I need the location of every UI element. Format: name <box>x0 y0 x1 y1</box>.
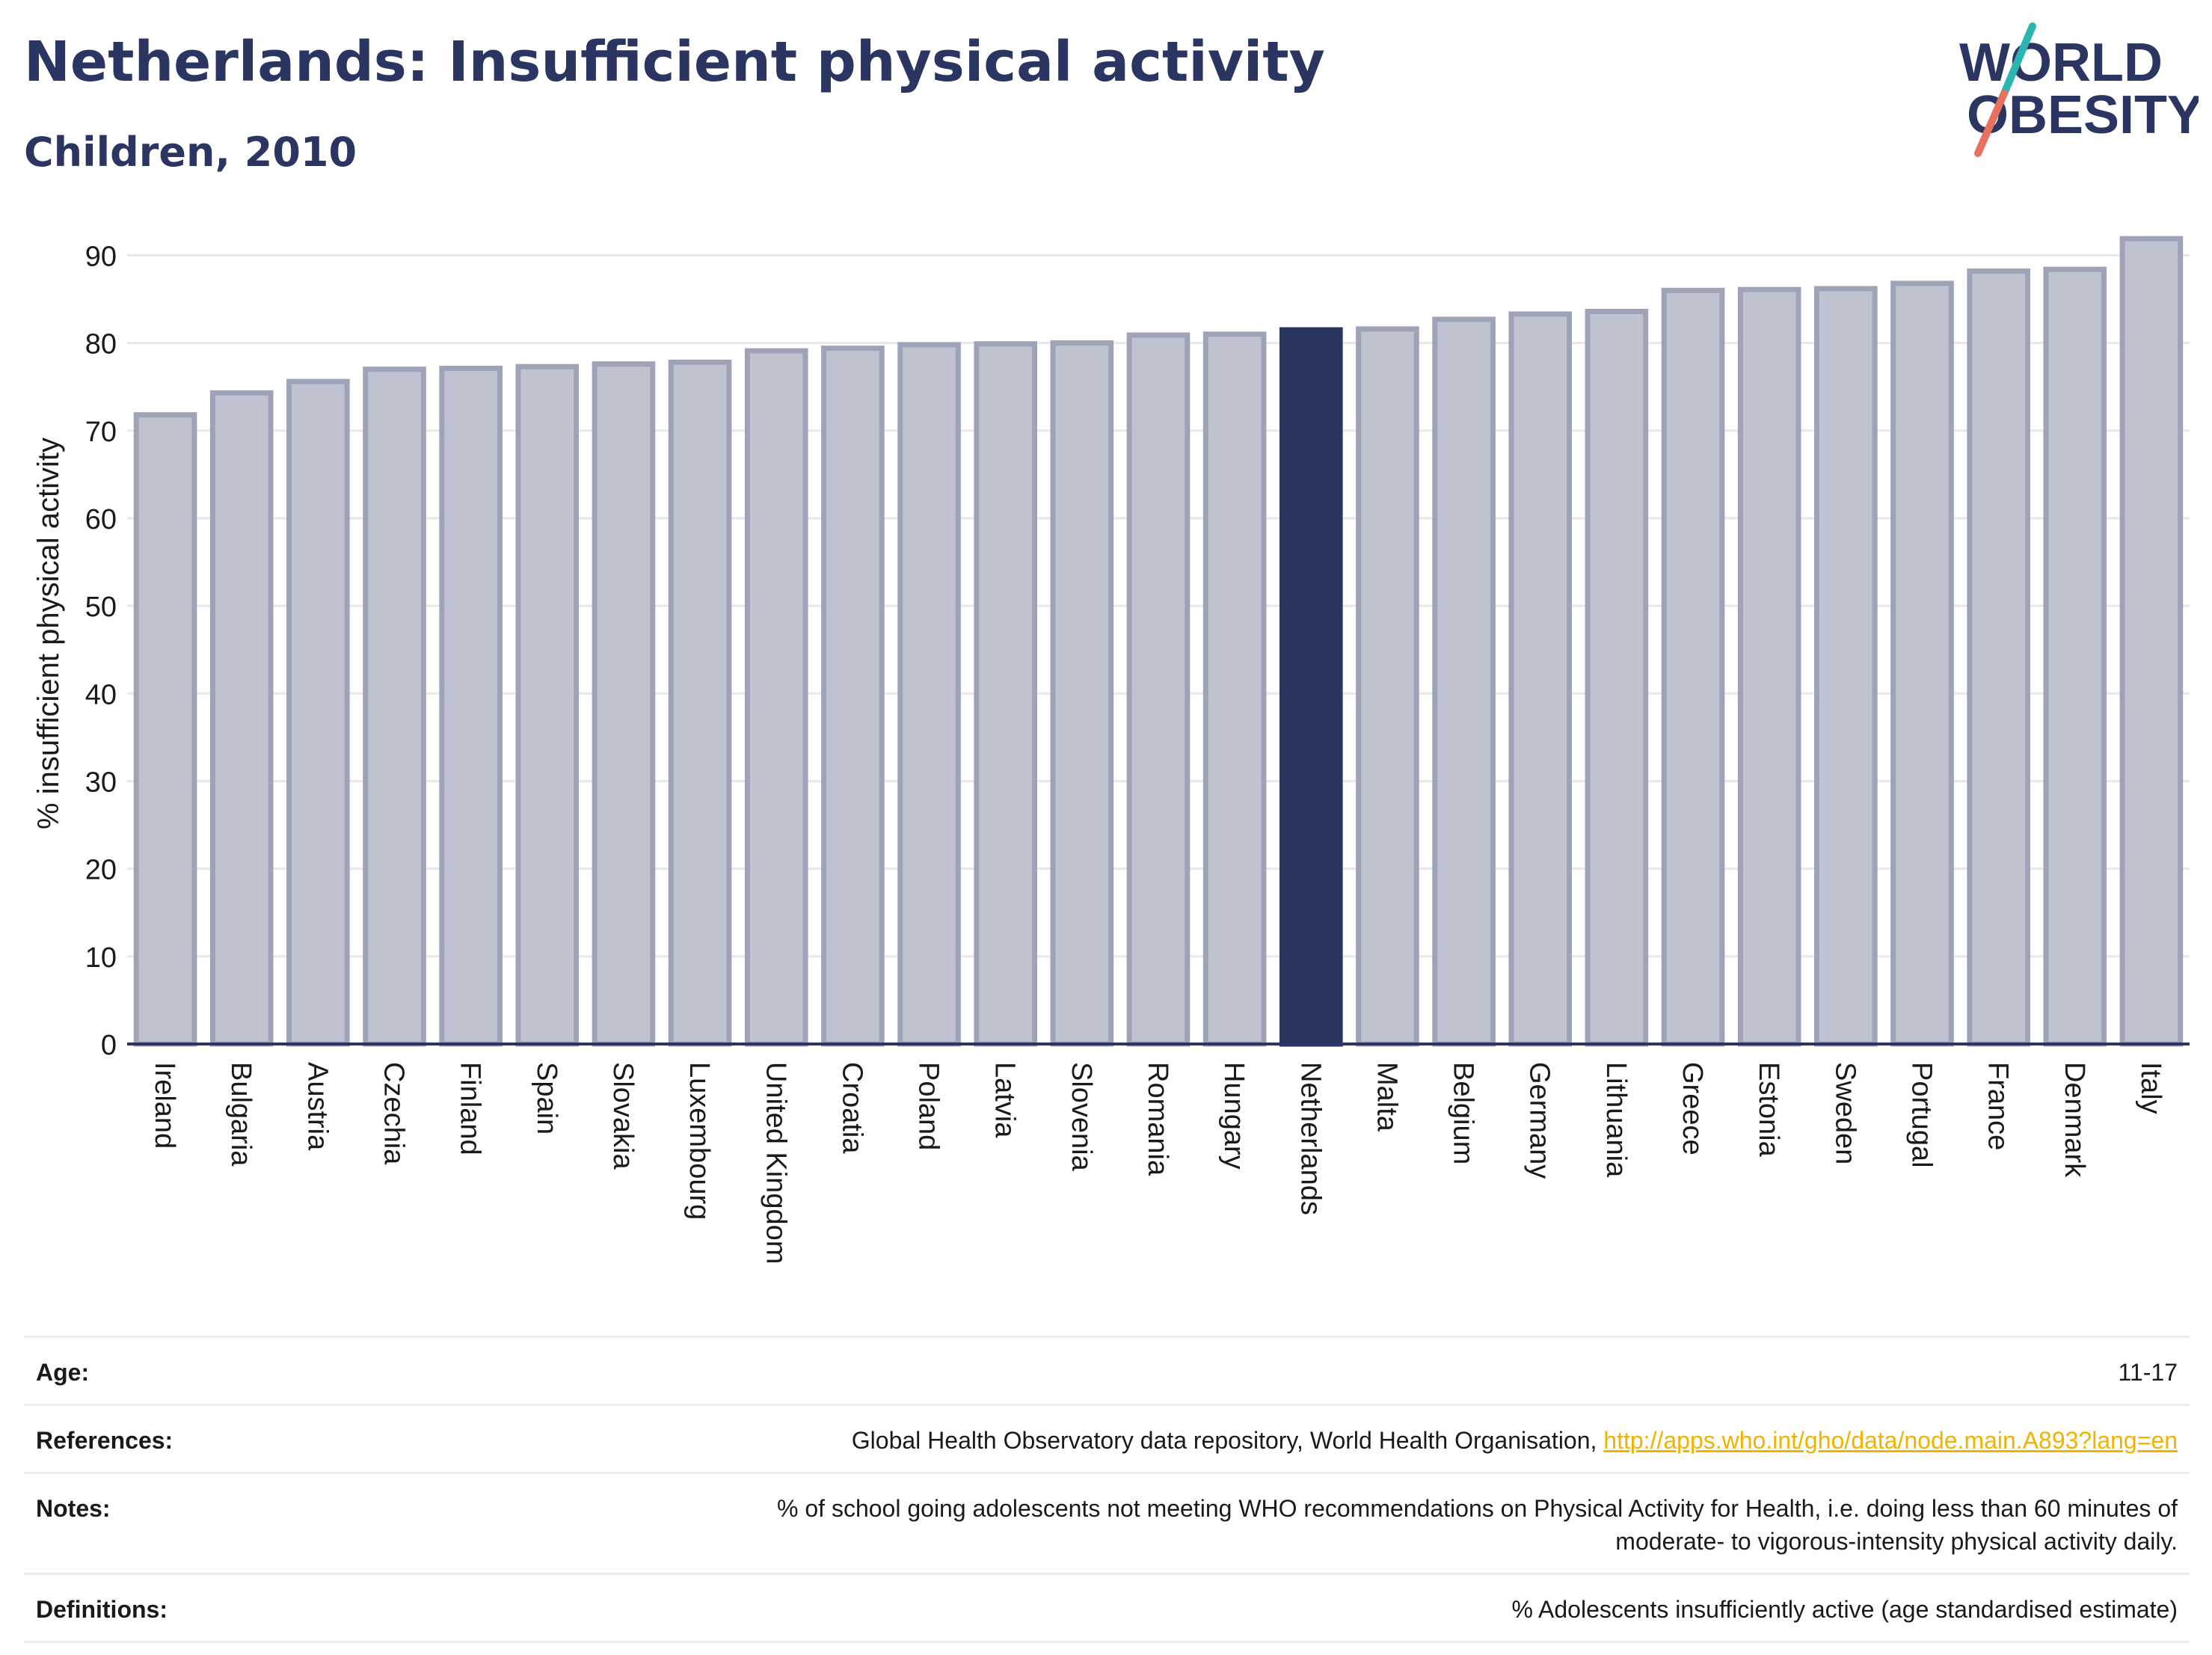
x-tick-label: Bulgaria <box>225 1062 256 1167</box>
x-tick-label: Italy <box>2135 1062 2166 1114</box>
x-tick-label: Luxembourg <box>683 1062 715 1220</box>
bar-denmark <box>2043 266 2107 1047</box>
y-tick-labels: 0 10 20 30 40 50 60 70 80 90 <box>85 241 117 1061</box>
bar-hungary <box>1202 331 1267 1047</box>
x-tick-label: Germany <box>1524 1062 1555 1179</box>
bar-germany <box>1508 311 1573 1047</box>
x-tick-label: Netherlands <box>1294 1062 1326 1215</box>
info-row-age: Age: 11-17 <box>24 1336 2190 1405</box>
x-tick-label: Spain <box>531 1062 562 1134</box>
bar-slovakia <box>592 361 656 1047</box>
bar-france <box>1967 268 2030 1047</box>
bar-latvia <box>974 341 1038 1047</box>
notes-label: Notes: <box>24 1472 287 1574</box>
chart-subtitle: Children, 2010 <box>24 129 357 176</box>
y-tick-label: 30 <box>85 767 117 798</box>
bar-lithuania <box>1585 308 1649 1047</box>
bar-united-kingdom <box>744 348 808 1047</box>
x-tick-label: Belgium <box>1448 1062 1479 1164</box>
x-tick-label: United Kingdom <box>760 1062 791 1264</box>
y-tick-label: 40 <box>85 679 117 710</box>
bar-belgium <box>1432 316 1496 1047</box>
logo-word-world: WORLD <box>1959 33 2163 93</box>
x-tick-label: Ireland <box>149 1062 180 1149</box>
definitions-label: Definitions: <box>24 1573 287 1643</box>
bar-luxembourg <box>668 359 732 1047</box>
y-tick-label: 70 <box>85 417 117 448</box>
bar-romania <box>1126 332 1191 1047</box>
x-tick-label: France <box>1982 1062 2014 1150</box>
x-tick-label: Poland <box>913 1062 944 1150</box>
bar-malta <box>1356 326 1419 1047</box>
x-tick-label: Croatia <box>836 1062 867 1154</box>
bar-spain <box>515 363 580 1047</box>
y-axis-label: % insufficient physical activity <box>32 437 65 829</box>
chart-title: Netherlands: Insufficient physical activ… <box>24 30 1325 94</box>
bar-austria <box>286 378 350 1047</box>
y-tick-label: 50 <box>85 592 117 623</box>
logo-slash-teal <box>2000 22 2036 97</box>
bar-bulgaria <box>209 390 274 1047</box>
age-label: Age: <box>24 1336 287 1405</box>
x-tick-label: Greece <box>1677 1062 1708 1155</box>
info-row-notes: Notes: % of school going adolescents not… <box>24 1472 2190 1574</box>
references-link[interactable]: http://apps.who.int/gho/data/node.main.A… <box>1603 1427 2178 1454</box>
bar-croatia <box>821 346 885 1047</box>
x-tick-label: Slovenia <box>1066 1062 1097 1172</box>
references-label: References: <box>24 1404 287 1473</box>
info-row-definitions: Definitions: % Adolescents insufficientl… <box>24 1573 2190 1643</box>
notes-line-1: % of school going adolescents not meetin… <box>777 1495 2178 1522</box>
definitions-value: % Adolescents insufficiently active (age… <box>287 1573 2190 1643</box>
bar-chart: 0 10 20 30 40 50 60 70 80 90 Ireland Bulgaria Austr… <box>32 236 2190 1264</box>
y-tick-label: 0 <box>101 1030 117 1061</box>
x-tick-labels: Ireland Bulgaria Austria Czechia Finland Spai… <box>149 1062 2166 1264</box>
x-tick-label: Lithuania <box>1600 1062 1632 1178</box>
bar-netherlands <box>1279 327 1343 1047</box>
x-tick-label: Hungary <box>1218 1062 1250 1170</box>
bar-italy <box>2119 236 2184 1047</box>
info-table: Age: 11-17 References: Global Health Obs… <box>24 1336 2190 1643</box>
bar-greece <box>1661 287 1725 1047</box>
y-tick-label: 90 <box>85 241 117 272</box>
bars <box>133 236 2184 1047</box>
x-tick-label: Denmark <box>2059 1062 2090 1178</box>
world-obesity-logo: WORLD OBESITY <box>1959 22 2199 157</box>
y-tick-label: 10 <box>85 942 117 974</box>
y-tick-label: 20 <box>85 855 117 886</box>
x-tick-label: Malta <box>1371 1062 1402 1132</box>
y-tick-label: 80 <box>85 329 117 360</box>
x-tick-label: Finland <box>455 1062 486 1155</box>
notes-line-2: moderate- to vigorous-intensity physical… <box>1615 1528 2178 1555</box>
x-tick-label: Slovakia <box>607 1062 639 1170</box>
bar-estonia <box>1737 286 1801 1047</box>
x-tick-label: Romania <box>1142 1062 1173 1176</box>
x-tick-label: Portugal <box>1905 1062 1937 1168</box>
x-tick-label: Sweden <box>1829 1062 1861 1164</box>
bar-czechia <box>363 366 426 1047</box>
info-row-references: References: Global Health Observatory da… <box>24 1404 2190 1473</box>
bar-sweden <box>1814 286 1878 1047</box>
bar-portugal <box>1890 280 1954 1047</box>
y-tick-label: 60 <box>85 504 117 535</box>
age-value: 11-17 <box>287 1336 2190 1405</box>
x-tick-label: Austria <box>301 1062 333 1151</box>
notes-value: % of school going adolescents not meetin… <box>287 1472 2190 1574</box>
x-tick-label: Czechia <box>378 1062 410 1165</box>
references-value: Global Health Observatory data repositor… <box>287 1404 2190 1473</box>
bar-poland <box>897 342 961 1047</box>
bar-slovenia <box>1050 340 1114 1047</box>
x-tick-label: Latvia <box>989 1062 1021 1138</box>
bar-finland <box>439 366 503 1047</box>
bar-ireland <box>133 412 197 1047</box>
references-text: Global Health Observatory data repositor… <box>851 1427 1597 1454</box>
logo-slash-coral <box>1974 90 2008 157</box>
x-tick-label: Estonia <box>1753 1062 1784 1158</box>
